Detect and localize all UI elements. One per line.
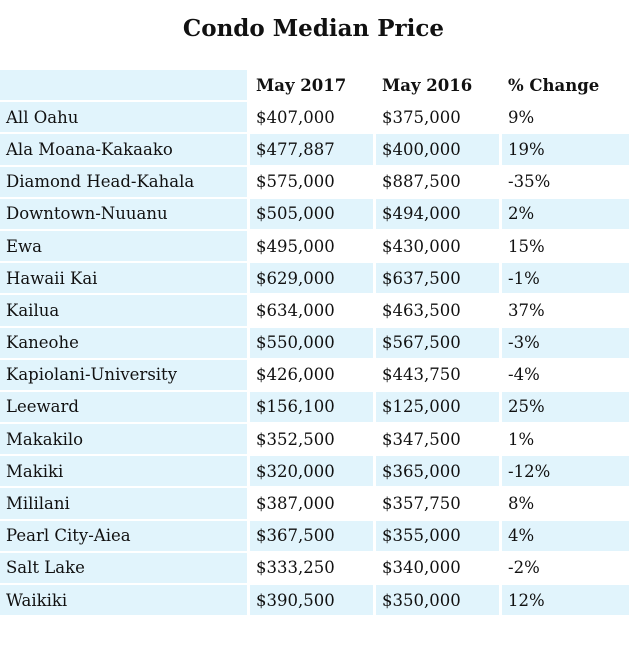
percent-change-cell: -4%: [502, 360, 629, 392]
table-row: Hawaii Kai $629,000 $637,500 -1%: [0, 263, 629, 296]
may-2017-cell: $367,500: [250, 520, 376, 553]
may-2016-cell: $400,000: [376, 134, 502, 167]
may-2016-cell: $125,000: [376, 391, 502, 425]
may-2017-cell: $495,000: [250, 230, 376, 264]
may-2017-cell: $634,000: [250, 295, 376, 328]
table-row: All Oahu $407,000 $375,000 9%: [0, 102, 629, 135]
area-cell: Makiki: [0, 456, 250, 489]
area-cell: Pearl City-Aiea: [0, 520, 250, 553]
table-row: Leeward $156,100 $125,000 25%: [0, 391, 629, 425]
area-cell: Diamond Head-Kahala: [0, 166, 250, 199]
header-area: [0, 70, 250, 103]
may-2017-cell: $352,500: [250, 424, 376, 457]
area-cell: Salt Lake: [0, 552, 250, 585]
area-cell: All Oahu: [0, 102, 250, 135]
may-2017-cell: $426,000: [250, 359, 376, 392]
area-cell: Kaneohe: [0, 327, 250, 360]
area-cell: Makakilo: [0, 424, 250, 457]
percent-change-cell: -12%: [502, 456, 629, 489]
area-cell: Waikiki: [0, 585, 250, 618]
may-2017-cell: $320,000: [250, 456, 376, 489]
may-2016-cell: $355,000: [376, 520, 502, 553]
may-2016-cell: $365,000: [376, 456, 502, 489]
may-2016-cell: $494,000: [376, 198, 502, 231]
area-cell: Ala Moana-Kakaako: [0, 134, 250, 167]
percent-change-cell: 37%: [502, 295, 629, 328]
table-row: Ewa $495,000 $430,000 15%: [0, 230, 629, 264]
percent-change-cell: 8%: [502, 488, 629, 521]
may-2016-cell: $443,750: [376, 359, 502, 392]
may-2017-cell: $575,000: [250, 166, 376, 199]
table-row: Pearl City-Aiea $367,500 $355,000 4%: [0, 520, 629, 553]
percent-change-cell: 12%: [502, 585, 629, 618]
may-2016-cell: $430,000: [376, 230, 502, 264]
may-2016-cell: $463,500: [376, 295, 502, 328]
may-2016-cell: $350,000: [376, 585, 502, 618]
header-may-2016: May 2016: [376, 70, 502, 103]
table-body: All Oahu $407,000 $375,000 9% Ala Moana-Kaka…: [0, 102, 629, 618]
percent-change-cell: 15%: [502, 231, 629, 264]
may-2016-cell: $347,500: [376, 424, 502, 457]
header-may-2017: May 2017: [250, 70, 376, 103]
area-cell: Hawaii Kai: [0, 263, 250, 296]
table-row: Kaneohe $550,000 $567,500 -3%: [0, 327, 629, 360]
percent-change-cell: 2%: [502, 198, 629, 231]
table-row: Makakilo $352,500 $347,500 1%: [0, 424, 629, 457]
table-row: Makiki $320,000 $365,000 -12%: [0, 456, 629, 489]
table-row: Ala Moana-Kakaako $477,887 $400,000 19%: [0, 134, 629, 167]
table-row: Downtown-Nuuanu $505,000 $494,000 2%: [0, 198, 629, 231]
table-row: Waikiki $390,500 $350,000 12%: [0, 585, 629, 618]
percent-change-cell: -2%: [502, 553, 629, 585]
percent-change-cell: 19%: [502, 134, 629, 167]
area-cell: Leeward: [0, 391, 250, 425]
may-2016-cell: $357,750: [376, 488, 502, 521]
may-2017-cell: $387,000: [250, 488, 376, 521]
may-2017-cell: $390,500: [250, 585, 376, 618]
percent-change-cell: -35%: [502, 167, 629, 199]
area-cell: Kapiolani-University: [0, 359, 250, 392]
may-2016-cell: $637,500: [376, 263, 502, 296]
condo-price-table: May 2017 May 2016 % Change All Oahu $407,…: [0, 70, 629, 618]
table-row: Diamond Head-Kahala $575,000 $887,500 -35%: [0, 166, 629, 199]
area-cell: Kailua: [0, 295, 250, 328]
header-row: May 2017 May 2016 % Change: [0, 70, 629, 103]
may-2016-cell: $375,000: [376, 102, 502, 135]
percent-change-cell: 9%: [502, 102, 629, 135]
percent-change-cell: 1%: [502, 424, 629, 457]
percent-change-cell: -3%: [502, 327, 629, 360]
may-2017-cell: $407,000: [250, 102, 376, 135]
table-row: Kailua $634,000 $463,500 37%: [0, 295, 629, 328]
table-title: Condo Median Price: [182, 15, 445, 42]
may-2017-cell: $629,000: [250, 263, 376, 296]
may-2017-cell: $156,100: [250, 391, 376, 425]
may-2016-cell: $887,500: [376, 166, 502, 199]
table-row: Mililani $387,000 $357,750 8%: [0, 488, 629, 521]
area-cell: Ewa: [0, 230, 250, 264]
area-cell: Downtown-Nuuanu: [0, 198, 250, 231]
may-2017-cell: $505,000: [250, 198, 376, 231]
may-2017-cell: $333,250: [250, 552, 376, 585]
may-2017-cell: $550,000: [250, 327, 376, 360]
may-2016-cell: $567,500: [376, 327, 502, 360]
may-2017-cell: $477,887: [250, 134, 376, 167]
may-2016-cell: $340,000: [376, 552, 502, 585]
percent-change-cell: -1%: [502, 263, 629, 296]
area-cell: Mililani: [0, 488, 250, 521]
percent-change-cell: 4%: [502, 520, 629, 553]
table-row: Kapiolani-University $426,000 $443,750 -4%: [0, 359, 629, 392]
percent-change-cell: 25%: [502, 391, 629, 425]
table-row: Salt Lake $333,250 $340,000 -2%: [0, 552, 629, 585]
header-percent-change: % Change: [502, 70, 629, 103]
